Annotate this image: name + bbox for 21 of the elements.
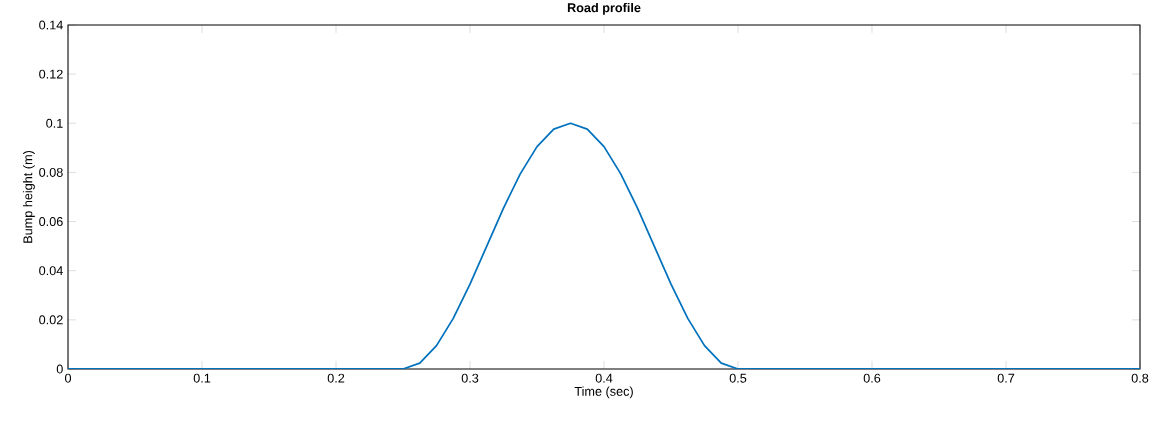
y-tick-label: 0.06 xyxy=(39,217,63,227)
x-tick-label: 0.3 xyxy=(461,373,479,383)
line-series xyxy=(68,122,1140,369)
y-tick-label: 0.02 xyxy=(39,315,63,325)
x-tick-label: 0.2 xyxy=(327,373,345,383)
y-axis-title: Bump height (m) xyxy=(23,150,35,243)
y-tick-label: 0.08 xyxy=(39,167,63,177)
chart-title: Road profile xyxy=(567,2,641,15)
y-tick-label: 0.04 xyxy=(39,266,63,276)
x-tick-label: 0 xyxy=(64,373,72,383)
y-tick-label: 0.14 xyxy=(39,20,63,30)
x-tick-label: 0.4 xyxy=(595,373,613,383)
y-tick-label: 0.1 xyxy=(46,118,63,128)
x-tick-label: 0.7 xyxy=(997,373,1015,383)
y-tick-label: 0 xyxy=(56,364,63,374)
x-tick-label: 0.5 xyxy=(729,373,747,383)
x-axis-title: Time (sec) xyxy=(574,386,633,399)
x-tick-label: 0.6 xyxy=(863,373,881,383)
x-tick-label: 0.1 xyxy=(193,373,211,383)
y-tick-label: 0.12 xyxy=(39,69,63,79)
x-tick-label: 0.8 xyxy=(1131,373,1149,383)
